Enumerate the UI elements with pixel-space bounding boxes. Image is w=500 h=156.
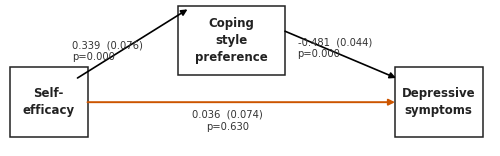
Text: Depressive
symptoms: Depressive symptoms bbox=[402, 87, 475, 117]
Text: 0.036  (0.074)
p=0.630: 0.036 (0.074) p=0.630 bbox=[192, 110, 263, 132]
Text: -0.481  (0.044)
p=0.000: -0.481 (0.044) p=0.000 bbox=[298, 37, 372, 59]
FancyBboxPatch shape bbox=[395, 67, 482, 137]
Text: Coping
style
preference: Coping style preference bbox=[195, 17, 268, 64]
Text: 0.339  (0.076)
p=0.000: 0.339 (0.076) p=0.000 bbox=[72, 41, 144, 62]
FancyBboxPatch shape bbox=[10, 67, 88, 137]
FancyBboxPatch shape bbox=[178, 6, 285, 75]
Text: Self-
efficacy: Self- efficacy bbox=[22, 87, 75, 117]
